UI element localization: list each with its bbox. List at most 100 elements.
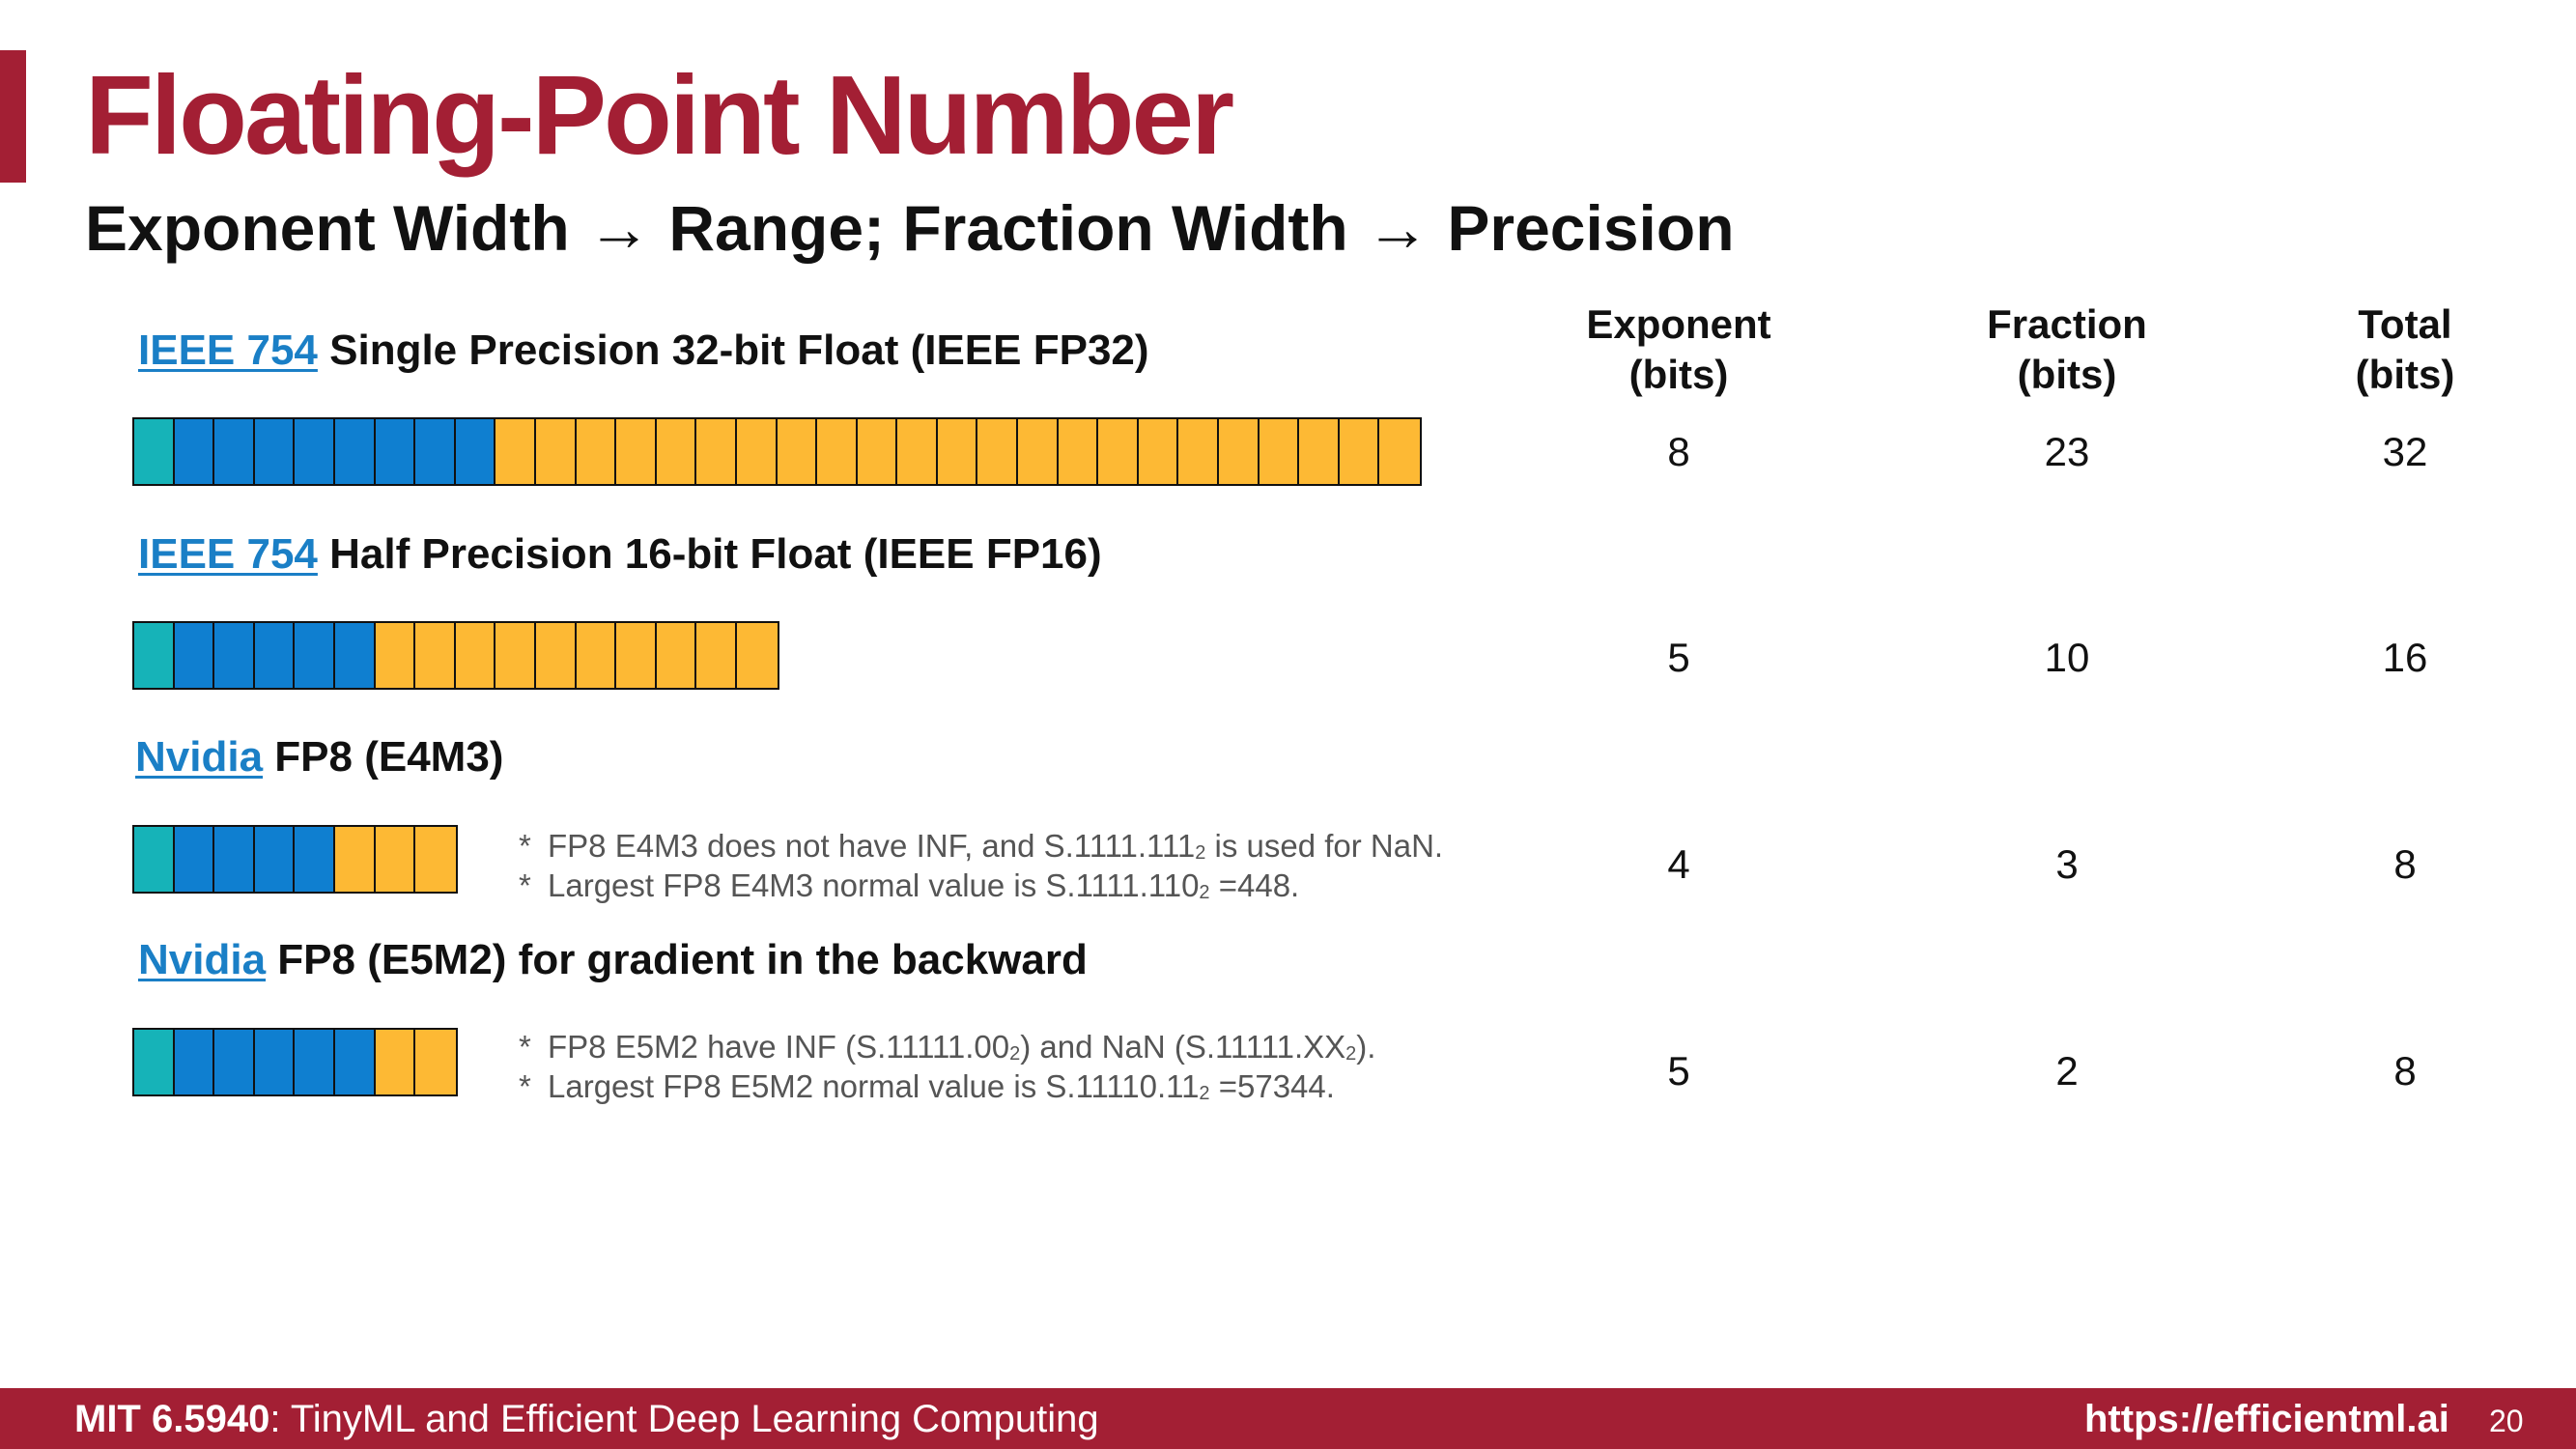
exponent-bits-e4m3: 4 [1667, 841, 1690, 887]
fraction-bit [937, 419, 978, 484]
exponent-bit [295, 623, 335, 688]
total-bits-fp16: 16 [2382, 635, 2428, 680]
fraction-bit [415, 827, 456, 892]
link-nvidia-e4m3[interactable]: Nvidia [135, 733, 264, 781]
fraction-bit [1058, 419, 1099, 484]
fraction-bit [616, 623, 657, 688]
total-bits-fp32: 32 [2382, 429, 2428, 474]
sign-bit [134, 419, 175, 484]
title-accent-bar [0, 50, 26, 183]
sign-bit [134, 827, 175, 892]
note-text: Largest FP8 E5M2 normal value is S.11110… [548, 1068, 1200, 1104]
exponent-bit [214, 827, 255, 892]
fraction-bits-fp16: 10 [2044, 635, 2090, 680]
exponent-bit [455, 419, 496, 484]
exponent-bit [174, 827, 215, 892]
note-e4m3-max: * Largest FP8 E4M3 normal value is S.1111… [519, 867, 1299, 912]
exponent-bit [254, 1030, 296, 1094]
exponent-bit [375, 419, 416, 484]
fraction-bit [656, 419, 697, 484]
header-fraction: Fraction (bits) [1922, 299, 2212, 400]
exponent-bit [334, 1030, 376, 1094]
link-ieee754-fp16[interactable]: IEEE 754 [138, 530, 318, 578]
fraction-bit [616, 419, 657, 484]
header-total: Total (bits) [2260, 299, 2550, 400]
total-bits-e4m3: 8 [2393, 841, 2417, 887]
header-fraction-line2: (bits) [2017, 352, 2117, 397]
bit-layout-fp32 [132, 417, 1422, 486]
fraction-bit [1339, 419, 1380, 484]
format-title-e5m2: FP8 (E5M2) for gradient in the backward [266, 936, 1088, 983]
header-exponent: Exponent (bits) [1534, 299, 1824, 400]
fraction-bit [334, 827, 376, 892]
fraction-bit [455, 623, 496, 688]
exponent-bit [214, 1030, 255, 1094]
fraction-bit [1379, 419, 1420, 484]
fraction-bit [576, 419, 617, 484]
fraction-bit [375, 623, 416, 688]
note-bullet: * [519, 828, 531, 864]
footer-course-name: : TinyML and Efficient Deep Learning Com… [269, 1398, 1099, 1440]
exponent-bit [254, 827, 296, 892]
exponent-bit [295, 1030, 335, 1094]
fraction-bit [977, 419, 1019, 484]
fraction-bit [736, 419, 778, 484]
slide-title: Floating-Point Number [85, 52, 1234, 178]
header-total-line2: (bits) [2355, 352, 2455, 397]
format-label-fp16: IEEE 754 Half Precision 16-bit Float (IE… [138, 528, 1102, 581]
note-text: =448. [1209, 867, 1300, 903]
fraction-bit [535, 419, 577, 484]
fraction-bit [1219, 419, 1260, 484]
total-bits-e5m2: 8 [2393, 1048, 2417, 1094]
format-title-e4m3: FP8 (E4M3) [263, 733, 504, 781]
exponent-bit [334, 419, 376, 484]
header-exponent-line1: Exponent [1586, 301, 1771, 347]
exponent-bit [295, 419, 335, 484]
note-subscript: 2 [1195, 842, 1206, 864]
fraction-bit [415, 1030, 456, 1094]
sign-bit [134, 623, 175, 688]
bit-layout-fp16 [132, 621, 779, 690]
bit-layout-e5m2 [132, 1028, 458, 1096]
footer-course-code: MIT 6.5940 [74, 1398, 270, 1440]
exponent-bit [254, 623, 296, 688]
fraction-bit [696, 623, 737, 688]
fraction-bit [1098, 419, 1139, 484]
note-subscript: 2 [1345, 1043, 1357, 1065]
exponent-bit [254, 419, 296, 484]
fraction-bit [736, 623, 778, 688]
fraction-bit [817, 419, 858, 484]
exponent-bit [174, 623, 215, 688]
fraction-bit [1259, 419, 1300, 484]
fraction-bit [656, 623, 697, 688]
link-ieee754-fp32[interactable]: IEEE 754 [138, 327, 318, 374]
fraction-bit [1178, 419, 1220, 484]
exponent-bit [334, 623, 376, 688]
note-bullet: * [519, 1029, 531, 1065]
fraction-bit [857, 419, 898, 484]
note-text: ) and NaN (S.11111.XX [1020, 1029, 1346, 1065]
sign-bit [134, 1030, 175, 1094]
exponent-bit [174, 419, 215, 484]
fraction-bit [1299, 419, 1340, 484]
exponent-bits-fp16: 5 [1667, 635, 1690, 680]
header-exponent-line2: (bits) [1628, 352, 1729, 397]
bit-layout-e4m3 [132, 825, 458, 894]
note-text: ). [1356, 1029, 1376, 1065]
note-subscript: 2 [1009, 1043, 1021, 1065]
fraction-bit [777, 419, 818, 484]
exponent-bit [295, 827, 335, 892]
footer-url-link[interactable]: https://efficientml.ai [2084, 1398, 2449, 1440]
header-fraction-line1: Fraction [1987, 301, 2147, 347]
fraction-bit [897, 419, 938, 484]
note-e5m2-max: * Largest FP8 E5M2 normal value is S.1111… [519, 1067, 1335, 1113]
fraction-bit [576, 623, 617, 688]
exponent-bits-fp32: 8 [1667, 429, 1690, 474]
note-e4m3-nan: * FP8 E4M3 does not have INF, and S.1111.… [519, 827, 1443, 872]
page-number: 20 [2489, 1404, 2524, 1438]
note-text: Largest FP8 E4M3 normal value is S.1111.… [548, 867, 1200, 903]
fraction-bit [375, 827, 416, 892]
link-nvidia-e5m2[interactable]: Nvidia [138, 936, 267, 983]
footer-bar: MIT 6.5940: TinyML and Efficient Deep Le… [0, 1388, 2576, 1449]
fraction-bit [535, 623, 577, 688]
